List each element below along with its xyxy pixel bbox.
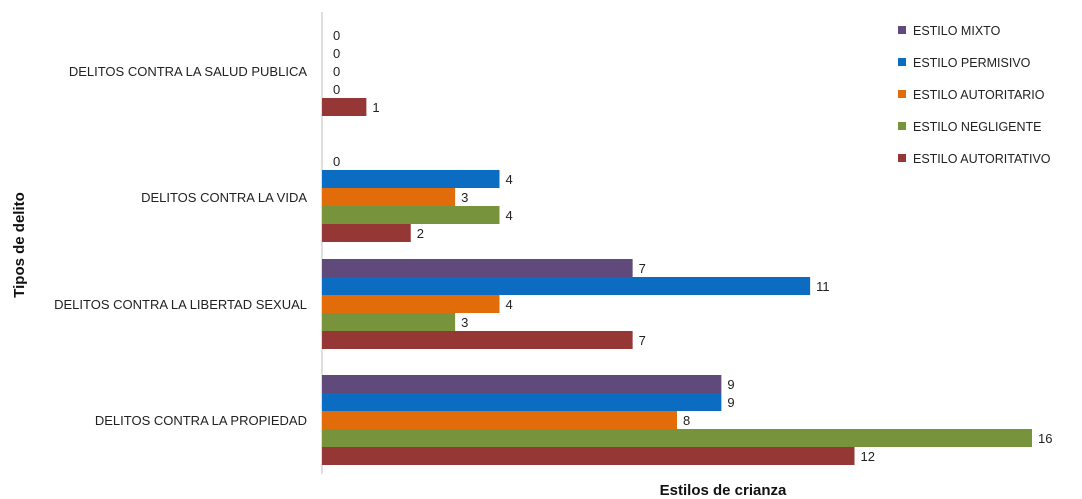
bar-estilo-autoritativo (322, 224, 411, 242)
category-label: DELITOS CONTRA LA PROPIEDAD (95, 413, 307, 428)
category-label: DELITOS CONTRA LA SALUD PUBLICA (69, 64, 307, 79)
data-label: 11 (816, 279, 830, 294)
data-label: 9 (727, 377, 734, 392)
data-label: 2 (417, 226, 424, 241)
category-labels: DELITOS CONTRA LA SALUD PUBLICA DELITOS C… (54, 64, 307, 428)
bar-estilo-permisivo (322, 277, 811, 295)
legend-swatch (898, 90, 906, 98)
x-axis-title: Estilos de crianza (660, 482, 787, 499)
data-label: 4 (506, 172, 513, 187)
bar-estilo-autoritativo (322, 331, 633, 349)
bar-estilo-mixto (322, 375, 722, 393)
data-label: 9 (727, 395, 734, 410)
data-label: 0 (333, 64, 340, 79)
data-label: 0 (333, 82, 340, 97)
bar-estilo-permisivo (322, 170, 500, 188)
bars-group: 0 0 0 0 1 0 4 3 4 2 7 11 4 3 7 9 9 8 16 12 (322, 28, 1052, 465)
data-label: 0 (333, 154, 340, 169)
legend-label: ESTILO PERMISIVO (913, 56, 1031, 70)
data-label: 4 (506, 208, 513, 223)
category-label: DELITOS CONTRA LA VIDA (141, 190, 307, 205)
data-label: 8 (683, 413, 690, 428)
legend-swatch (898, 154, 906, 162)
legend-swatch (898, 122, 906, 130)
bar-estilo-negligente (322, 313, 456, 331)
data-label: 7 (639, 333, 646, 348)
bar-estilo-negligente (322, 206, 500, 224)
data-label: 0 (333, 46, 340, 61)
legend-label: ESTILO NEGLIGENTE (913, 120, 1042, 134)
data-label: 1 (372, 100, 379, 115)
bar-estilo-autoritativo (322, 98, 367, 116)
legend-label: ESTILO AUTORITATIVO (913, 152, 1051, 166)
data-label: 3 (461, 190, 468, 205)
data-label: 16 (1038, 431, 1052, 446)
bar-estilo-autoritario (322, 188, 456, 206)
y-axis-title: Tipos de delito (11, 192, 28, 298)
legend-label: ESTILO AUTORITARIO (913, 88, 1045, 102)
bar-estilo-autoritario (322, 411, 677, 429)
legend-swatch (898, 58, 906, 66)
bar-estilo-autoritario (322, 295, 500, 313)
data-label: 3 (461, 315, 468, 330)
data-label: 0 (333, 28, 340, 43)
data-label: 7 (639, 261, 646, 276)
legend-label: ESTILO MIXTO (913, 24, 1001, 38)
category-label: DELITOS CONTRA LA LIBERTAD SEXUAL (54, 297, 307, 312)
data-label: 4 (506, 297, 513, 312)
data-label: 12 (861, 449, 875, 464)
legend: ESTILO MIXTO ESTILO PERMISIVO ESTILO AUTOR… (898, 24, 1051, 166)
bar-estilo-negligente (322, 429, 1032, 447)
bar-estilo-permisivo (322, 393, 722, 411)
legend-swatch (898, 26, 906, 34)
bar-estilo-mixto (322, 259, 633, 277)
bar-estilo-autoritativo (322, 447, 855, 465)
